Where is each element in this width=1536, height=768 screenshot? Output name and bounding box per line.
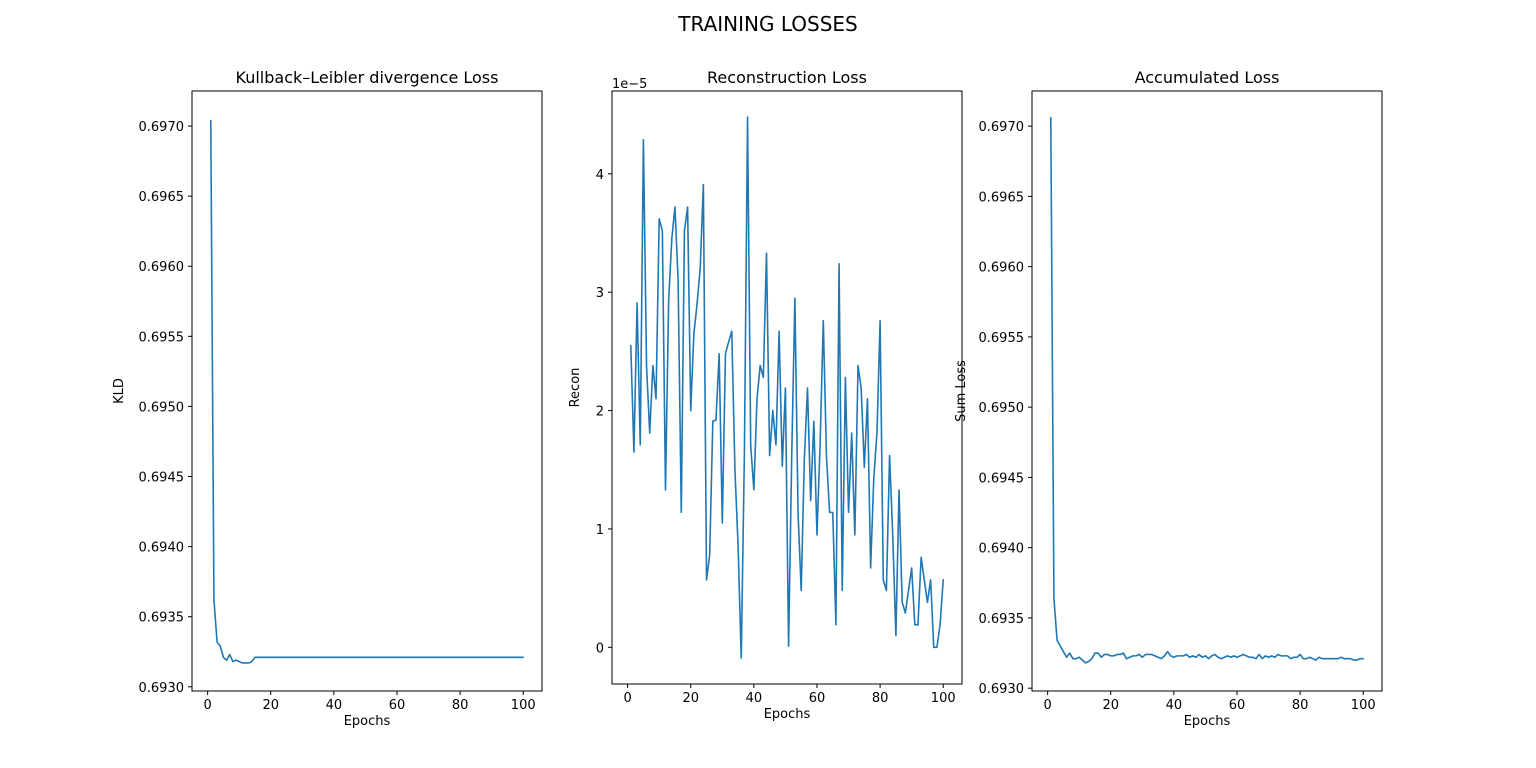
figure-suptitle: TRAINING LOSSES — [677, 12, 857, 36]
y-tick-label: 0.6960 — [979, 261, 1025, 276]
subplot-title: Accumulated Loss — [1135, 68, 1280, 87]
x-tick-label: 40 — [746, 691, 763, 706]
y-tick-label: 0.6960 — [139, 260, 185, 275]
x-axis-label: Epochs — [344, 714, 391, 729]
x-tick-label: 80 — [872, 691, 889, 706]
y-tick-label: 0.6965 — [139, 190, 185, 205]
y-tick-label: 0.6970 — [979, 120, 1025, 135]
x-tick-label: 0 — [623, 691, 631, 706]
subplot-title: Reconstruction Loss — [707, 68, 867, 87]
y-tick-label: 0.6940 — [979, 542, 1025, 557]
y-axis-label: Recon — [568, 368, 583, 408]
y-tick-label: 4 — [596, 168, 604, 183]
y-tick-label: 0.6965 — [979, 190, 1025, 205]
axes-frame — [191, 90, 543, 692]
x-tick-label: 20 — [1102, 698, 1119, 713]
subplot-1: Kullback–Leibler divergence Loss 0 20 40 60 8… — [112, 68, 543, 729]
y-tick-label: 2 — [596, 405, 604, 420]
x-tick-label: 60 — [389, 698, 406, 713]
axes-frame — [1031, 90, 1383, 692]
y-tick-label: 1 — [596, 523, 604, 538]
x-tick-label: 20 — [682, 691, 699, 706]
x-tick-label: 80 — [1292, 698, 1309, 713]
y-tick-label: 0.6945 — [979, 471, 1025, 486]
y-tick-label: 0.6930 — [979, 682, 1025, 697]
y-tick-label: 0.6970 — [139, 120, 185, 135]
series-line-1 — [1049, 116, 1365, 664]
y-tick-label: 0.6935 — [979, 612, 1025, 627]
y-tick-label: 0.6945 — [139, 471, 185, 486]
x-tick-label: 40 — [1166, 698, 1183, 713]
y-tick-label: 0.6955 — [139, 330, 185, 345]
x-tick-label: 100 — [1351, 698, 1376, 713]
x-axis-label: Epochs — [1184, 714, 1231, 729]
x-tick-label: 0 — [1043, 698, 1051, 713]
x-tick-label: 80 — [452, 698, 469, 713]
subplot-2: Reconstruction Loss 0 20 40 60 80 100 0 1 2 3 4 1e−5… — [568, 68, 963, 722]
x-tick-label: 60 — [1229, 698, 1246, 713]
y-offset-text: 1e−5 — [612, 77, 647, 92]
series-line-1 — [629, 116, 945, 659]
y-tick-label: 0.6930 — [139, 681, 185, 696]
y-tick-label: 0.6940 — [139, 541, 185, 556]
subplot-3: Accumulated Loss 0 20 40 60 80 100 0.6930 0.6935… — [954, 68, 1383, 729]
subplot-title: Kullback–Leibler divergence Loss — [236, 68, 499, 87]
y-tick-label: 3 — [596, 286, 604, 301]
y-axis-label: KLD — [112, 378, 127, 404]
x-tick-label: 0 — [203, 698, 211, 713]
axes-frame — [611, 90, 963, 685]
x-tick-label: 100 — [511, 698, 536, 713]
y-axis-label: Sum Loss — [954, 360, 969, 422]
x-tick-label: 60 — [809, 691, 826, 706]
x-tick-label: 40 — [326, 698, 343, 713]
y-tick-label: 0.6950 — [139, 400, 185, 415]
x-tick-label: 100 — [931, 691, 956, 706]
series-line-1 — [209, 119, 525, 664]
x-axis-label: Epochs — [764, 707, 811, 722]
y-tick-label: 0.6955 — [979, 331, 1025, 346]
y-tick-label: 0 — [596, 641, 604, 656]
y-tick-label: 0.6935 — [139, 611, 185, 626]
y-tick-label: 0.6950 — [979, 401, 1025, 416]
x-tick-label: 20 — [262, 698, 279, 713]
